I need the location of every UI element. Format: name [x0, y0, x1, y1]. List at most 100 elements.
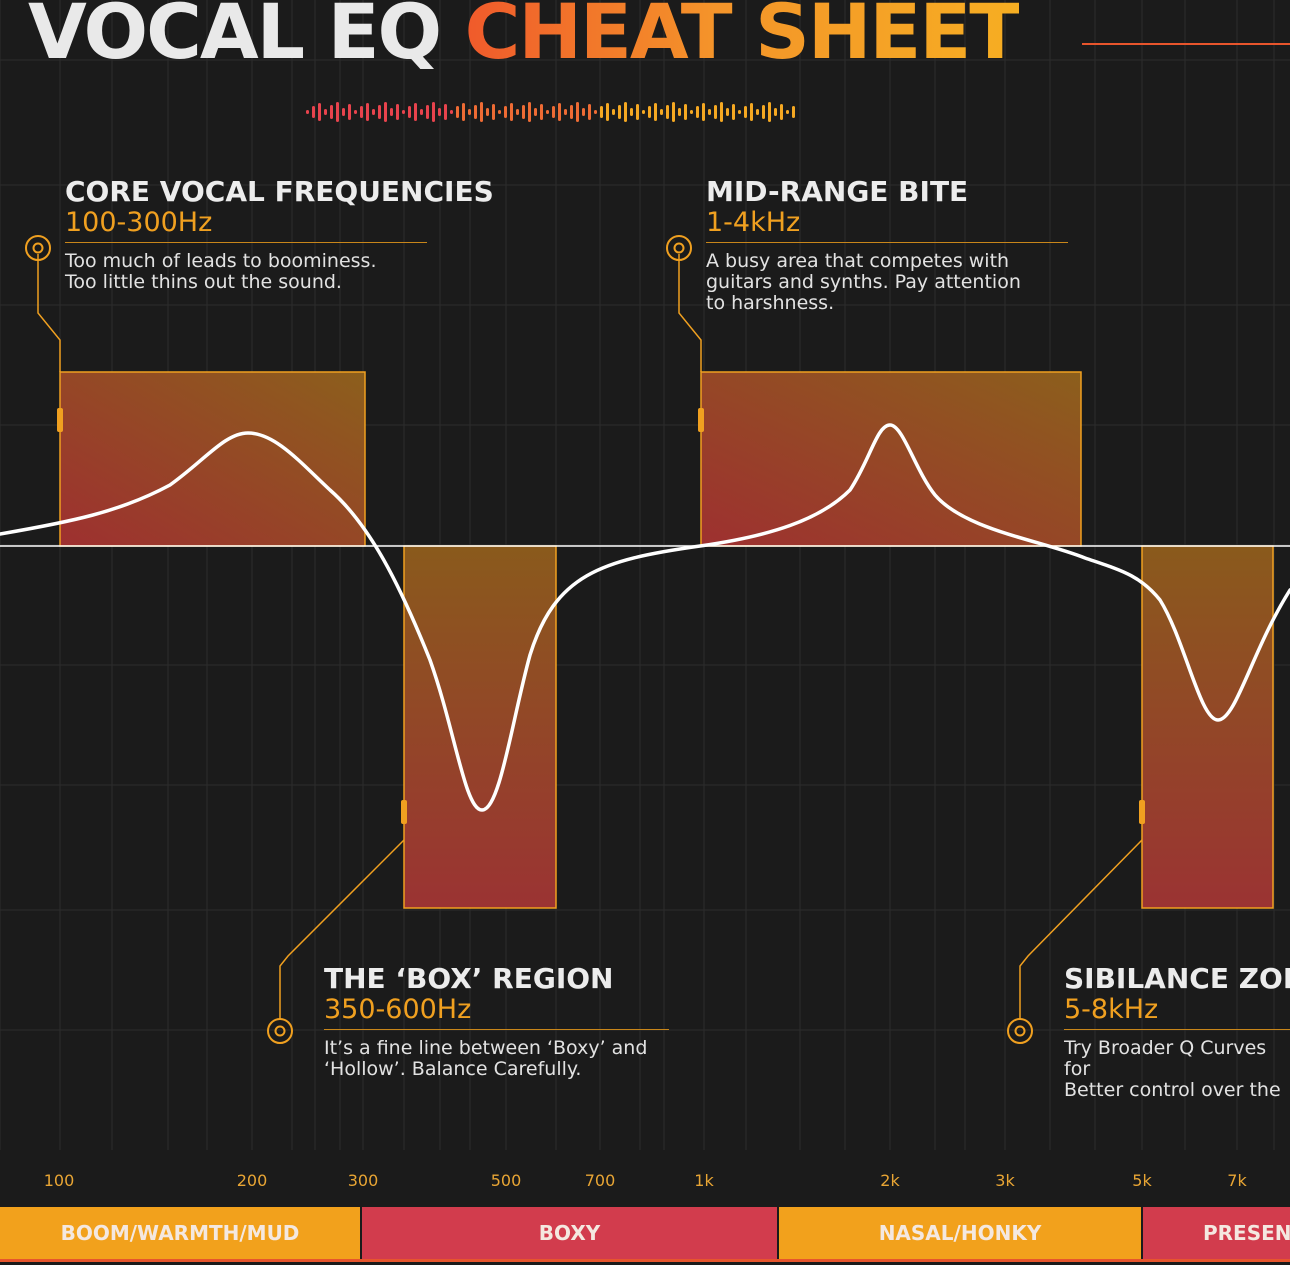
waveform-bar [564, 109, 567, 115]
waveform-bar [486, 108, 489, 116]
waveform-bar [672, 102, 675, 122]
band-separator [360, 1207, 362, 1259]
axis-tick-label: 7k [1227, 1171, 1247, 1190]
zone-marker [57, 408, 63, 432]
waveform-bar [378, 105, 381, 119]
waveform-bar [498, 110, 501, 114]
callout-heading: CORE VOCAL FREQUENCIES [65, 175, 494, 208]
target-icon [666, 235, 692, 261]
waveform-bar [306, 110, 309, 114]
axis-tick-label: 500 [490, 1171, 522, 1190]
waveform-bar [696, 106, 699, 118]
callout-text: Try Broader Q Curves for Better control … [1064, 1037, 1281, 1101]
page-title: VOCAL EQ CHEAT SHEET [28, 0, 1021, 70]
waveform-bar [318, 103, 321, 121]
callout-sibilance: SIBILANCE ZONE 5-8kHz Try Broader Q Curv… [1064, 963, 1290, 1101]
callout-box-region: THE ‘BOX’ REGION 350-600Hz It’s a fine l… [324, 963, 669, 1080]
waveform-bar [432, 102, 435, 122]
waveform-bar [546, 110, 549, 114]
title-orange-part: CHEAT SHEET [465, 0, 1022, 76]
waveform-bar [612, 109, 615, 115]
waveform-bar [792, 106, 795, 118]
waveform-bar [732, 104, 735, 120]
waveform-bar [774, 108, 777, 116]
target-icon-inner [673, 242, 685, 254]
waveform-bar [558, 103, 561, 121]
axis-tick-label: 3k [995, 1171, 1015, 1190]
waveform-icon [306, 102, 795, 122]
waveform-bar [618, 105, 621, 119]
waveform-bar [468, 109, 471, 115]
axis-tick-label: 300 [347, 1171, 379, 1190]
boost-zone-core [59, 371, 366, 547]
callout-range: 5-8kHz [1064, 994, 1159, 1025]
waveform-bar [762, 105, 765, 119]
waveform-bar [456, 106, 459, 118]
waveform-bar [780, 104, 783, 120]
waveform-bar [474, 105, 477, 119]
waveform-bar [414, 103, 417, 121]
zone-marker [401, 800, 407, 824]
waveform-bar [354, 110, 357, 114]
waveform-bar [576, 102, 579, 122]
callout-text: A busy area that competes with guitars a… [706, 250, 1021, 314]
band-separator [1141, 1207, 1143, 1259]
axis-tick-label: 200 [236, 1171, 268, 1190]
waveform-bar [510, 103, 513, 121]
leader-line [1019, 839, 1143, 1020]
axis-tick-label: 100 [43, 1171, 75, 1190]
waveform-bar [528, 102, 531, 122]
callout-heading: THE ‘BOX’ REGION [324, 962, 614, 995]
waveform-bar [768, 102, 771, 122]
waveform-bar [534, 108, 537, 116]
waveform-bar [330, 105, 333, 119]
callout-rule [1064, 1029, 1290, 1030]
waveform-bar [606, 103, 609, 121]
target-icon [1007, 1018, 1033, 1044]
waveform-bar [450, 110, 453, 114]
waveform-bar [540, 104, 543, 120]
eq-curve [0, 423, 1290, 812]
waveform-bar [504, 106, 507, 118]
zone-marker [1139, 800, 1145, 824]
callout-heading: MID-RANGE BITE [706, 175, 969, 208]
axis-tick-label: 5k [1132, 1171, 1152, 1190]
callout-text: Too much of leads to boominess. Too litt… [65, 250, 377, 293]
waveform-bar [708, 109, 711, 115]
waveform-bar [720, 102, 723, 122]
leader-line [37, 254, 61, 372]
waveform-bar [600, 106, 603, 118]
waveform-bar [654, 103, 657, 121]
waveform-bar [594, 110, 597, 114]
callout-rule [324, 1029, 669, 1030]
waveform-bar [690, 110, 693, 114]
waveform-bar [714, 105, 717, 119]
callout-rule [65, 242, 427, 243]
title-white-part: VOCAL EQ [28, 0, 442, 76]
waveform-bar [636, 104, 639, 120]
waveform-bar [522, 105, 525, 119]
waveform-bar [552, 106, 555, 118]
waveform-bar [726, 108, 729, 116]
waveform-bar [630, 108, 633, 116]
callout-rule [706, 242, 1068, 243]
waveform-bar [444, 104, 447, 120]
band-boxy: BOXY [362, 1207, 777, 1259]
waveform-bar [342, 108, 345, 116]
axis-tick-label: 700 [584, 1171, 616, 1190]
axis-tick-label: 1k [694, 1171, 714, 1190]
waveform-bar [684, 104, 687, 120]
waveform-bar [678, 108, 681, 116]
waveform-bar [384, 102, 387, 122]
waveform-bar [624, 102, 627, 122]
callout-range: 100-300Hz [65, 207, 213, 238]
waveform-bar [426, 105, 429, 119]
callout-range: 350-600Hz [324, 994, 472, 1025]
waveform-bar [312, 106, 315, 118]
cut-zone-box [403, 545, 557, 909]
target-icon-inner [274, 1025, 286, 1037]
waveform-bar [336, 102, 339, 122]
waveform-bar [744, 106, 747, 118]
waveform-bar [396, 104, 399, 120]
